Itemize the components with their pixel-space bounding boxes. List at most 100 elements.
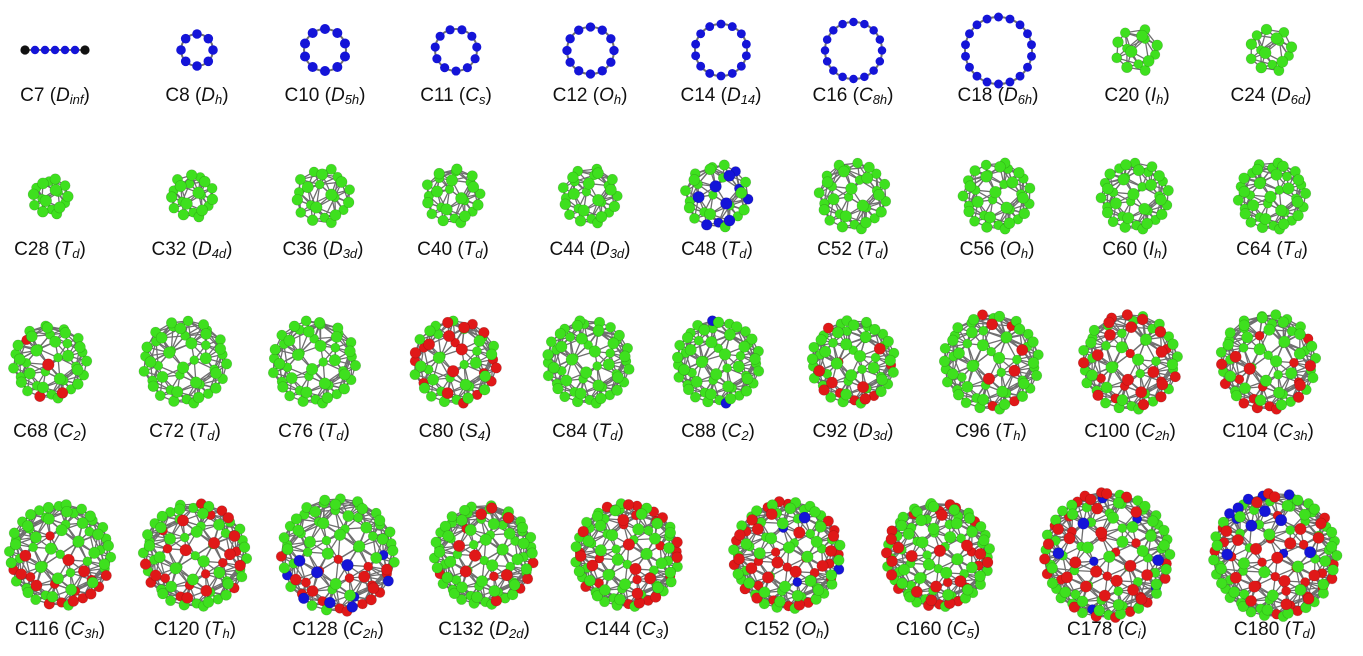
atom [860, 216, 872, 229]
terminal-atom [20, 45, 30, 55]
atom [791, 589, 804, 602]
atom [1238, 185, 1251, 198]
atom [330, 342, 341, 353]
atom [431, 562, 443, 574]
red-atom [671, 551, 683, 564]
atom [1282, 182, 1295, 195]
red-atom [1155, 345, 1168, 358]
atom [3, 546, 15, 557]
cluster-structure-c40 [421, 163, 486, 229]
atom [960, 51, 970, 61]
atom [292, 524, 305, 537]
atom [868, 65, 878, 75]
red-atom [1294, 379, 1306, 392]
point-group-symbol: T [598, 421, 611, 442]
atom [1012, 354, 1022, 365]
red-atom [885, 533, 897, 545]
atom [837, 19, 847, 28]
atom [349, 360, 362, 372]
cluster-label: C128 (C2h) [292, 619, 384, 641]
atom [74, 341, 86, 353]
atom [49, 335, 62, 348]
atom [192, 61, 202, 71]
red-atom [1281, 586, 1292, 596]
atom [994, 161, 1006, 173]
red-atom [1298, 539, 1309, 550]
red-atom [930, 580, 943, 593]
atom [196, 507, 209, 520]
cluster-structure-c116 [3, 499, 117, 611]
atom [847, 319, 860, 331]
atom [960, 39, 970, 49]
atom [156, 370, 169, 383]
red-atom [782, 562, 793, 572]
cluster-structure-c28 [27, 172, 74, 219]
cluster-label: C92 (D3d) [812, 421, 894, 443]
atom [965, 561, 978, 574]
red-atom [631, 587, 644, 600]
atom [927, 500, 940, 513]
atom [1292, 494, 1304, 506]
atom [1319, 555, 1332, 567]
atom [966, 525, 978, 538]
atom [978, 534, 990, 547]
atom [1119, 27, 1131, 38]
atom [972, 71, 981, 81]
red-atom [1103, 316, 1115, 329]
atom [1076, 607, 1088, 619]
red-atom [925, 594, 938, 606]
point-group-subscript: 3h [1292, 428, 1308, 443]
atom [448, 587, 461, 600]
cluster-formula: C44 [549, 239, 585, 260]
red-atom [77, 565, 91, 578]
atom [597, 65, 607, 76]
atom [28, 542, 39, 553]
atom [1255, 61, 1268, 74]
atom [1136, 29, 1149, 42]
atom [1251, 30, 1263, 41]
atom [1234, 510, 1246, 523]
cluster-formula: C68 [13, 421, 48, 442]
atom [1306, 340, 1318, 352]
atom [414, 360, 427, 373]
atom [305, 362, 319, 376]
atom [61, 190, 74, 202]
atom [435, 31, 445, 41]
atom [848, 17, 858, 26]
cluster-structure-c12 [561, 21, 619, 79]
atom [213, 566, 226, 579]
atom [1292, 209, 1304, 222]
atom [1237, 600, 1249, 613]
atom [278, 562, 290, 574]
red-atom [223, 548, 236, 561]
cluster-label: C72 (Td) [149, 421, 221, 443]
point-group-symbol: O [599, 85, 614, 106]
atom [986, 346, 997, 357]
atom [869, 323, 881, 336]
atom [815, 334, 827, 346]
cluster-label: C7 (Dinf) [20, 85, 90, 107]
atom [467, 31, 477, 41]
atom [76, 517, 89, 530]
red-atom [30, 579, 43, 592]
atom [982, 77, 991, 86]
atom [300, 38, 311, 49]
atom [736, 61, 746, 71]
point-group-subscript: s [478, 92, 486, 107]
atom [314, 179, 325, 190]
atom [861, 171, 874, 184]
atom [898, 563, 911, 576]
atom [1327, 564, 1339, 576]
atom [387, 545, 399, 557]
atom [143, 540, 156, 552]
atom [663, 542, 675, 554]
red-atom [822, 515, 834, 527]
point-group-symbol: C [727, 421, 742, 442]
atom [39, 194, 52, 207]
atom [836, 221, 849, 233]
cluster-label: C152 (Oh) [744, 619, 830, 641]
red-atom [423, 338, 436, 351]
atom [741, 51, 751, 61]
atom [1260, 23, 1273, 36]
red-atom [1312, 531, 1325, 544]
